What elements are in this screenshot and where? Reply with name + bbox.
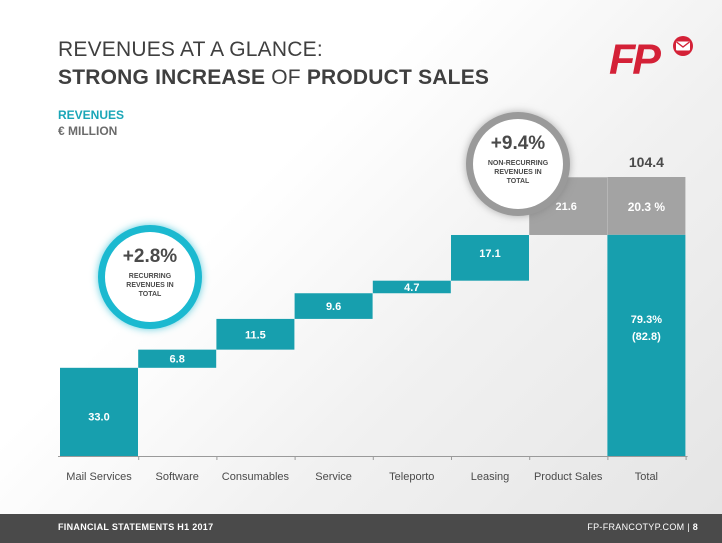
badge-inner: +2.8% RECURRING REVENUES IN TOTAL xyxy=(105,232,195,322)
data-label-leasing: 17.1 xyxy=(479,248,500,260)
bar-software xyxy=(138,349,217,368)
bar-leasing xyxy=(451,234,529,281)
x-tick-software: Software xyxy=(155,471,198,483)
badge-inner: +9.4% NON-RECURRING REVENUES IN TOTAL xyxy=(473,119,563,209)
data-label-product-sales: 21.6 xyxy=(555,201,576,213)
x-tick-product-sales: Product Sales xyxy=(534,471,603,483)
x-tick-leasing: Leasing xyxy=(471,471,510,483)
x-tick-total: Total xyxy=(635,471,658,483)
chart-metric-label: REVENUES xyxy=(58,108,125,122)
data-label-total-non-recurring: 20.3 % xyxy=(628,200,666,214)
title-emphasis-2: PRODUCT SALES xyxy=(306,66,490,89)
recurring-growth-badge: +2.8% RECURRING REVENUES IN TOTAL xyxy=(98,225,202,329)
x-tick-mail-services: Mail Services xyxy=(66,471,132,483)
slide-title-line1: REVENUES AT A GLANCE: xyxy=(58,38,323,61)
bar-total-non-recurring xyxy=(607,177,686,235)
bar-mail-services xyxy=(60,367,138,456)
data-label-consumables: 11.5 xyxy=(245,329,266,341)
data-label-teleporto: 4.7 xyxy=(404,282,419,294)
data-label-service: 9.6 xyxy=(326,301,341,313)
footer-site: FP-FRANCOTYP.COM | 8 xyxy=(587,522,698,532)
bar-consumables xyxy=(216,318,295,350)
envelope-icon xyxy=(673,36,693,56)
page-number: 8 xyxy=(692,522,698,532)
non-recurring-growth-badge: +9.4% NON-RECURRING REVENUES IN TOTAL xyxy=(466,112,570,216)
non-recurring-growth-text: NON-RECURRING REVENUES IN TOTAL xyxy=(487,160,549,185)
bar-service xyxy=(294,293,373,319)
recurring-growth-text: RECURRING REVENUES IN TOTAL xyxy=(126,273,174,298)
data-label-software: 6.8 xyxy=(170,354,185,366)
footer-document-title: FINANCIAL STATEMENTS H1 2017 xyxy=(58,522,214,532)
bar-total-recurring xyxy=(607,234,686,456)
logo-text: FP xyxy=(609,36,661,80)
footer-bar: FINANCIAL STATEMENTS H1 2017 FP-FRANCOTY… xyxy=(0,514,722,543)
slide-title-line2: STRONG INCREASE OF PRODUCT SALES xyxy=(58,66,489,90)
francotyp-logo: FP xyxy=(609,36,693,80)
bar-teleporto xyxy=(372,280,451,294)
title-connector: OF xyxy=(265,66,307,89)
footer-separator: | xyxy=(684,522,693,532)
x-tick-service: Service xyxy=(315,471,352,483)
x-tick-teleporto: Teleporto xyxy=(389,471,434,483)
x-tick-consumables: Consumables xyxy=(222,471,290,483)
data-label-total-recurring-value: (82.8) xyxy=(632,331,661,343)
title-emphasis-1: STRONG INCREASE xyxy=(58,66,266,89)
data-label-total-recurring-pct: 79.3% xyxy=(631,314,662,326)
footer-website: FP-FRANCOTYP.COM xyxy=(587,522,685,532)
non-recurring-growth-value: +9.4% xyxy=(490,133,546,154)
data-label-total: 104.4 xyxy=(629,154,664,170)
recurring-growth-value: +2.8% xyxy=(122,246,178,267)
data-label-mail-services: 33.0 xyxy=(88,411,109,423)
chart-unit-label: € MILLION xyxy=(58,124,118,138)
